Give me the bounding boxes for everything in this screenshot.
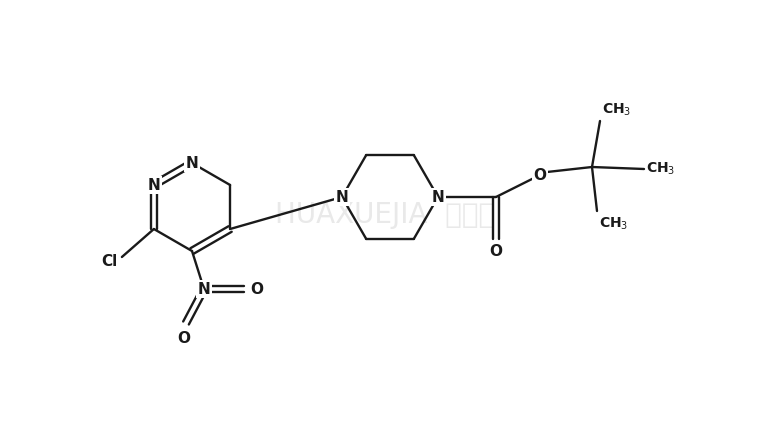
Text: N: N (147, 178, 160, 193)
Text: CH$_3$: CH$_3$ (602, 102, 631, 118)
Text: N: N (186, 155, 198, 171)
Text: N: N (197, 282, 210, 296)
Text: O: O (534, 168, 546, 183)
Text: CH$_3$: CH$_3$ (599, 216, 628, 232)
Text: O: O (490, 244, 502, 259)
Text: O: O (178, 331, 191, 346)
Text: N: N (335, 190, 348, 204)
Text: N: N (432, 190, 444, 204)
Text: CH$_3$: CH$_3$ (646, 161, 676, 177)
Text: Cl: Cl (102, 253, 118, 269)
Text: HUAXUEJIA  化学加: HUAXUEJIA 化学加 (275, 201, 495, 229)
Text: O: O (250, 282, 263, 296)
